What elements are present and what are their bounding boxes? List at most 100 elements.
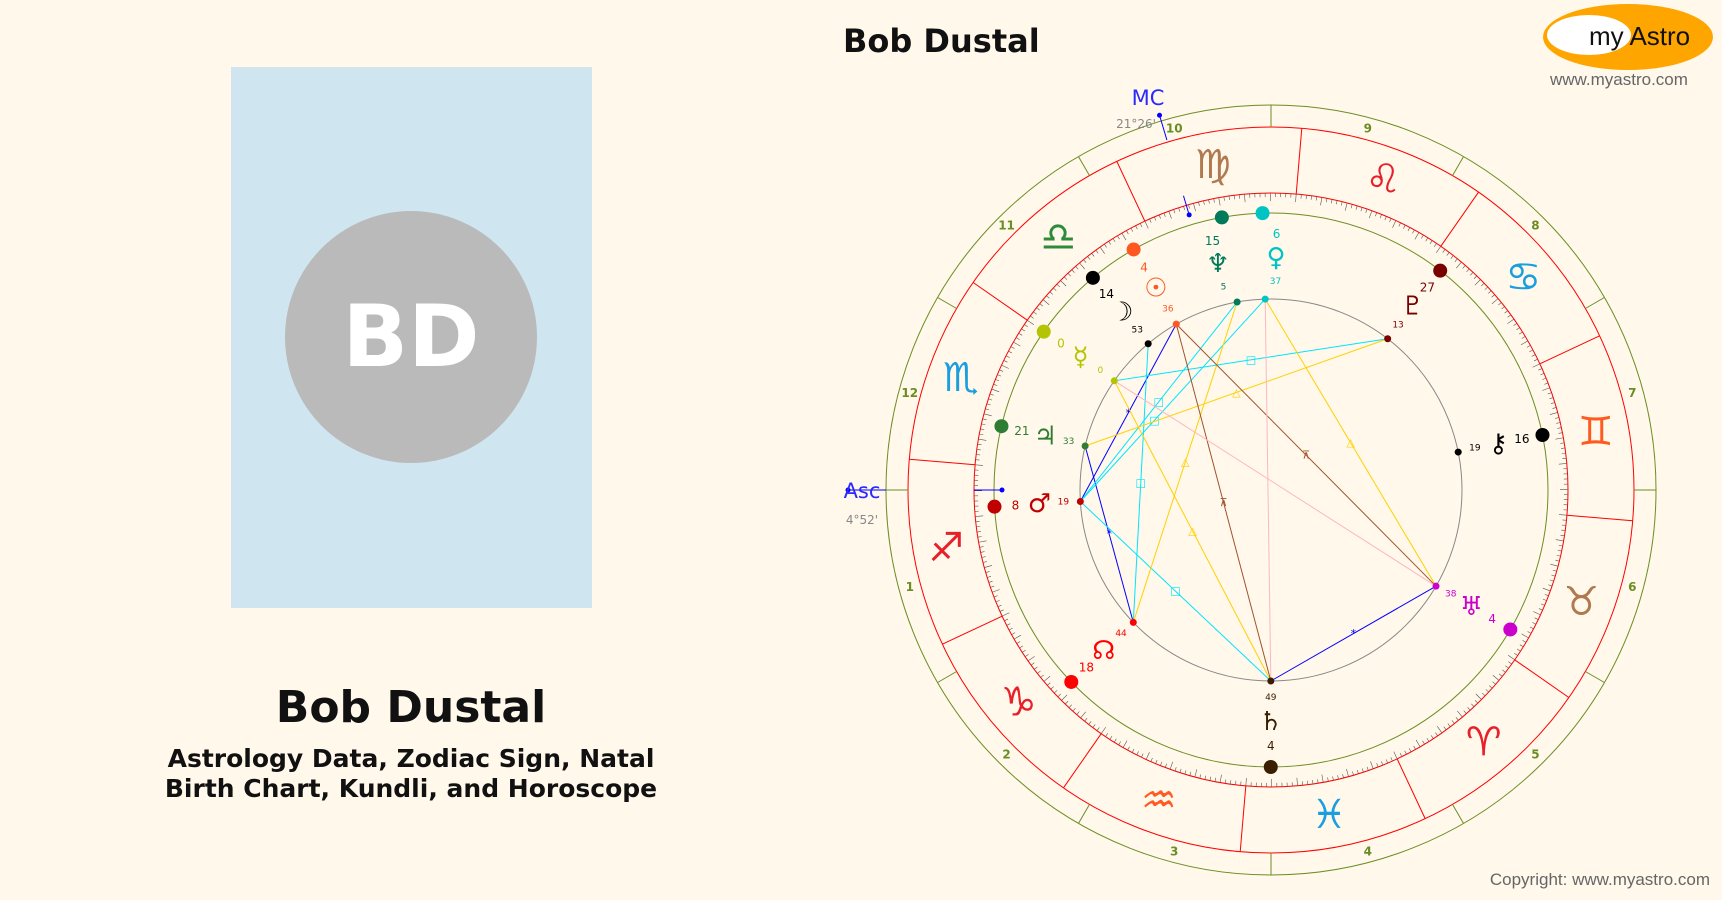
chiron-minutes: 19: [1469, 444, 1481, 454]
degree-tick: [1149, 218, 1152, 223]
sign-glyph-gemini: ♊︎: [1578, 409, 1614, 455]
venus-dot: [1255, 206, 1270, 221]
degree-tick: [1522, 640, 1527, 643]
degree-tick: [1375, 212, 1378, 217]
degree-tick: [1039, 303, 1044, 307]
degree-tick: [1325, 198, 1328, 203]
degree-tick: [1174, 767, 1177, 772]
sign-boundary-line: [1239, 785, 1247, 852]
degree-tick: [979, 546, 984, 548]
degree-tick: [1561, 529, 1566, 531]
aspect-line-trine: [1264, 298, 1437, 587]
degree-tick: [1558, 544, 1563, 547]
degree-tick: [1455, 717, 1459, 721]
degree-tick: [1555, 559, 1560, 562]
mercury-dot: [1036, 324, 1051, 339]
saturn-dot: [1263, 759, 1278, 774]
degree-tick: [1516, 327, 1520, 331]
degree-tick: [1544, 594, 1549, 597]
degree-tick: [1507, 314, 1512, 318]
degree-tick: [1036, 307, 1040, 311]
mars-degree: 8: [1012, 498, 1020, 512]
degree-tick: [978, 438, 987, 441]
degree-tick: [1467, 707, 1471, 711]
uranus-degree: 4: [1488, 612, 1496, 626]
degree-tick: [1126, 230, 1129, 235]
mercury-glyph: ☿︎: [1073, 342, 1089, 372]
mercury-aspect-point: [1110, 377, 1118, 385]
degree-tick: [1473, 275, 1478, 279]
moon-aspect-point: [1144, 340, 1152, 348]
pluto-degree: 27: [1420, 280, 1435, 294]
degree-tick: [1027, 656, 1035, 662]
venus-aspect-point: [1261, 295, 1269, 303]
degree-tick: [1552, 407, 1557, 409]
degree-tick: [1484, 286, 1488, 290]
uranus-glyph: ♅︎: [1460, 592, 1483, 622]
degree-tick: [1434, 243, 1437, 247]
degree-tick: [1109, 735, 1113, 740]
degree-tick: [1508, 661, 1512, 665]
degree-tick: [1068, 704, 1072, 708]
degree-tick: [1219, 774, 1222, 783]
degree-tick: [1381, 761, 1384, 766]
degree-tick: [1384, 216, 1387, 221]
degree-tick: [1542, 377, 1547, 380]
degree-tick: [1492, 675, 1500, 681]
profile-subtitle-line1: Astrology Data, Zodiac Sign, Natal: [167, 744, 655, 773]
degree-tick: [1296, 777, 1298, 786]
degree-tick: [976, 531, 981, 533]
degree-tick: [986, 403, 991, 406]
sign-boundary-line: [1396, 758, 1426, 819]
site-url[interactable]: www.myastro.com: [1550, 70, 1688, 89]
degree-tick: [1481, 282, 1485, 287]
degree-tick: [1542, 387, 1550, 391]
degree-tick: [978, 540, 987, 543]
degree-tick: [1389, 218, 1392, 223]
degree-tick: [1084, 717, 1088, 722]
neptune-minutes: 5: [1221, 283, 1227, 293]
degree-tick: [1083, 259, 1087, 263]
degree-tick: [1112, 238, 1116, 243]
mercury-minutes: 0: [1097, 366, 1103, 376]
degree-tick: [1040, 674, 1044, 678]
jupiter-degree: 21: [1014, 424, 1029, 438]
sign-glyph-taurus: ♉︎: [1563, 579, 1599, 625]
degree-tick: [1046, 295, 1050, 299]
degree-tick: [1547, 392, 1552, 395]
aspect-line-square: [1080, 501, 1272, 682]
degree-tick: [1412, 229, 1415, 234]
degree-tick: [1501, 306, 1505, 310]
mars-minutes: 19: [1058, 498, 1070, 508]
mc-inner-line: [1182, 195, 1190, 216]
degree-tick: [1454, 258, 1458, 263]
degree-tick: [1033, 311, 1037, 315]
sign-glyph-pisces: ♓︎: [1311, 792, 1347, 838]
degree-tick: [1335, 200, 1338, 205]
aspect-symbol-square: □: [1246, 353, 1256, 366]
north-node-glyph: ☊︎: [1092, 636, 1115, 666]
degree-tick: [1108, 241, 1112, 245]
degree-tick: [1532, 363, 1541, 368]
chiron-glyph: ⚷︎: [1489, 429, 1508, 459]
degree-tick: [1552, 569, 1557, 572]
degree-tick: [1067, 273, 1071, 277]
house-cusp-line: [1452, 804, 1464, 824]
pluto-dot: [1433, 263, 1448, 278]
degree-tick: [1558, 432, 1563, 434]
moon-glyph: ☽︎: [1110, 297, 1133, 327]
sign-boundary-line: [972, 282, 1028, 321]
house-number-9: 9: [1364, 122, 1372, 136]
myastro-logo[interactable]: my Astro: [1543, 4, 1713, 70]
degree-tick: [1043, 676, 1051, 682]
degree-tick: [1320, 197, 1323, 206]
aspect-symbol-trine: △: [1181, 456, 1190, 469]
degree-tick: [1350, 204, 1353, 209]
mercury-degree: 0: [1057, 337, 1065, 351]
aspect-line-trine: [1084, 338, 1388, 447]
degree-tick: [1357, 769, 1359, 774]
degree-tick: [1034, 666, 1038, 670]
sign-glyph-libra: ♎︎: [1040, 215, 1076, 261]
mc-inner-marker: [1186, 212, 1192, 218]
